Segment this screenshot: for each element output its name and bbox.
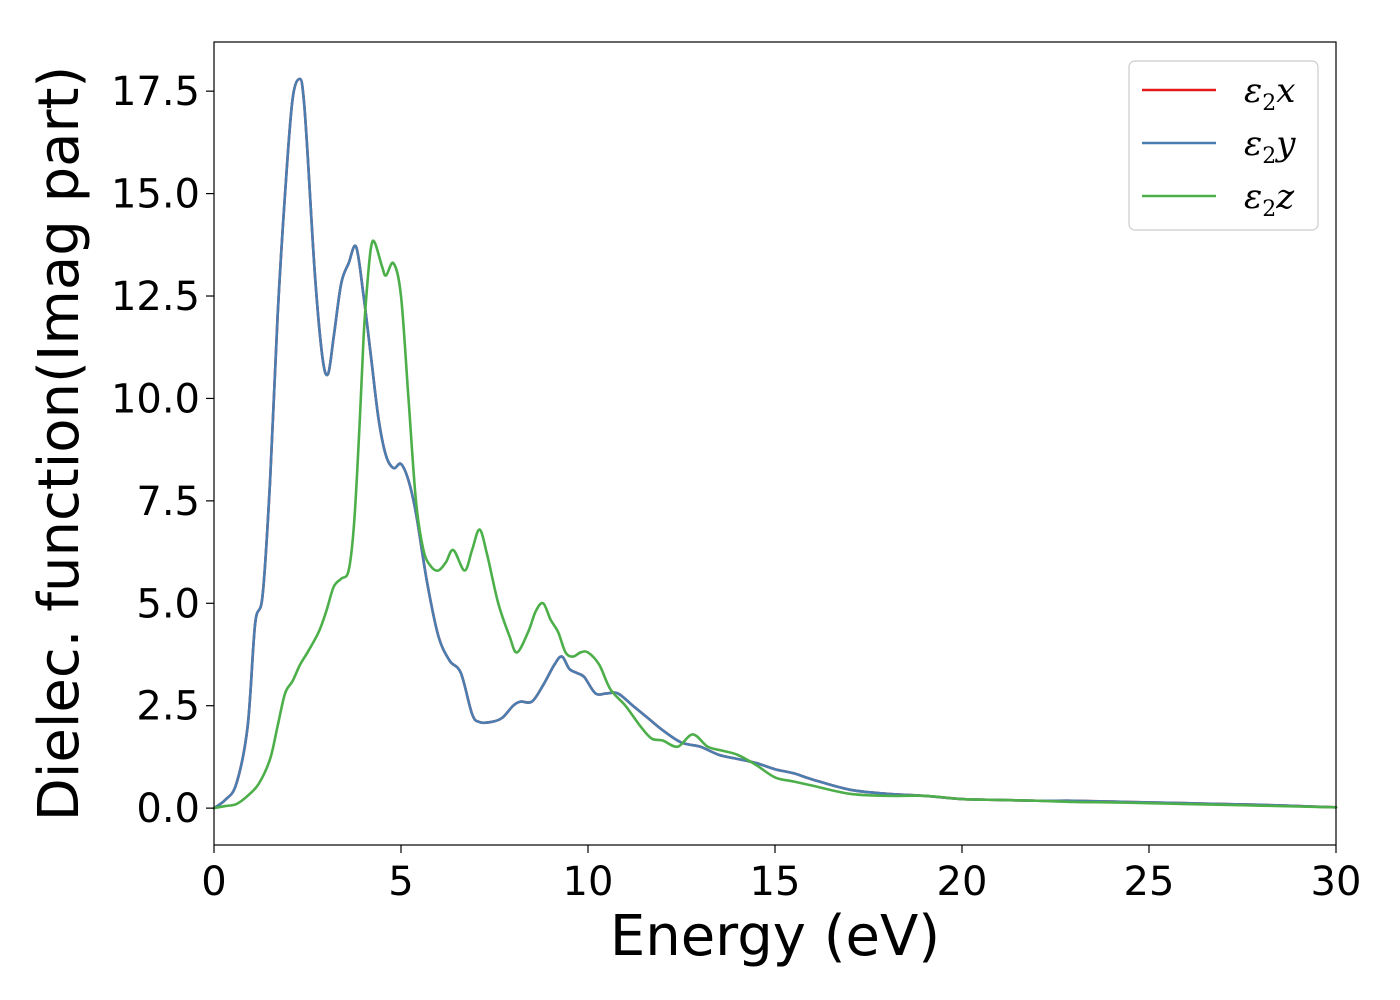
legend-axis-letter: z [1275,177,1295,217]
legend-label-z: ε2z [1244,177,1295,222]
y-tick-label: 0.0 [136,786,200,832]
y-axis-ticks: 0.0 2.5 5.0 7.5 10.0 12.5 15.0 17.5 [111,69,214,832]
x-tick-label: 25 [1124,859,1175,905]
y-tick-label: 12.5 [111,274,200,320]
legend-subscript: 2 [1262,197,1276,222]
y-tick-label: 2.5 [136,684,200,730]
x-tick-label: 0 [201,859,226,905]
legend-symbol: ε [1244,71,1262,111]
x-tick-label: 10 [563,859,614,905]
y-tick-label: 7.5 [136,479,200,525]
y-axis-label: Dielec. function(Imag part) [27,66,92,822]
x-tick-label: 15 [750,859,801,905]
x-axis-label: Energy (eV) [610,904,940,969]
legend-subscript: 2 [1262,144,1276,169]
y-tick-label: 10.0 [111,376,200,422]
x-tick-label: 20 [937,859,988,905]
legend-axis-letter: x [1276,71,1295,111]
y-tick-label: 17.5 [111,69,200,115]
legend-axis-letter: y [1274,124,1296,164]
legend-box [1128,60,1319,231]
x-tick-label: 30 [1311,859,1362,905]
series-layer [212,77,1338,810]
x-axis-ticks: 0 5 10 15 20 25 30 [201,845,1361,905]
series-line-y [212,77,1338,810]
y-tick-label: 15.0 [111,172,200,218]
x-tick-label: 5 [388,859,413,905]
legend-subscript: 2 [1262,91,1276,116]
series-line-z [212,239,1338,810]
legend-symbol: ε [1244,177,1262,217]
legend-label-x: ε2x [1244,71,1295,116]
legend-symbol: ε [1244,124,1262,164]
legend-label-y: ε2y [1244,124,1296,169]
y-tick-label: 5.0 [136,581,200,627]
